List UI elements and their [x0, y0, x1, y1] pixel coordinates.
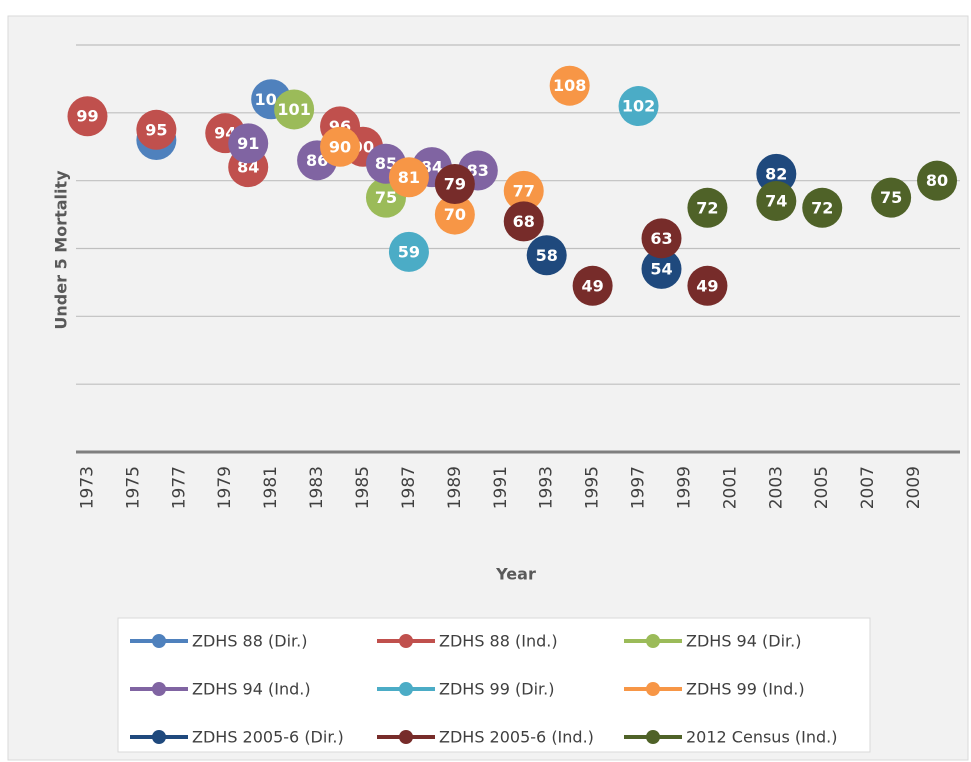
bubble: [434, 164, 475, 205]
x-tick-label: 2005: [812, 466, 832, 509]
data-label: 74: [765, 192, 787, 211]
data-label: 68: [513, 212, 535, 231]
legend-label: ZDHS 94 (Ind.): [192, 680, 311, 699]
legend-label: ZDHS 88 (Ind.): [439, 632, 558, 651]
x-tick-label: 1991: [491, 466, 511, 509]
data-label: 59: [398, 242, 420, 261]
x-tick-label: 1977: [169, 466, 189, 509]
legend-marker: [152, 730, 166, 744]
bubble: [67, 96, 108, 137]
legend-label: 2012 Census (Ind.): [686, 728, 837, 747]
data-label: 75: [375, 188, 397, 207]
bubble: [756, 181, 797, 222]
data-label: 63: [650, 229, 672, 248]
data-label: 72: [811, 198, 833, 217]
bubble: [687, 187, 728, 228]
legend-label: ZDHS 99 (Ind.): [686, 680, 805, 699]
data-label: 108: [553, 76, 586, 95]
bubble: [228, 123, 269, 164]
bubble: [802, 187, 843, 228]
data-label: 49: [696, 276, 718, 295]
bubble: [871, 177, 912, 218]
bubble: [434, 194, 475, 235]
data-label: 80: [926, 171, 948, 190]
legend-marker: [646, 682, 660, 696]
x-tick-label: 1975: [123, 466, 143, 509]
x-tick-label: 1983: [307, 466, 327, 509]
x-tick-label: 1993: [537, 466, 557, 509]
data-label: 91: [237, 134, 259, 153]
data-label: 58: [536, 246, 558, 265]
data-label: 79: [444, 175, 466, 194]
bubble: [503, 170, 544, 211]
bubble: [526, 235, 567, 276]
bubble: [687, 265, 728, 306]
data-label: 81: [398, 168, 420, 187]
data-label: 101: [277, 100, 310, 119]
x-tick-label: 1985: [353, 466, 373, 509]
legend-marker: [152, 634, 166, 648]
x-tick-label: 1989: [445, 466, 465, 509]
legend-label: ZDHS 99 (Dir.): [439, 680, 554, 699]
x-tick-label: 2001: [720, 466, 740, 509]
data-label: 77: [513, 181, 535, 200]
legend-box: [117, 617, 871, 753]
legend-marker: [399, 730, 413, 744]
x-tick-label: 2007: [858, 466, 878, 509]
bubble: [641, 218, 682, 259]
x-axis-title: Year: [495, 565, 536, 584]
x-tick-label: 1997: [629, 466, 649, 509]
x-tick-label: 2003: [766, 466, 786, 509]
x-tick-label: 1973: [77, 466, 97, 509]
legend-label: ZDHS 88 (Dir.): [192, 632, 307, 651]
bubble: [917, 160, 958, 201]
legend-marker: [646, 730, 660, 744]
data-label: 70: [444, 205, 466, 224]
bubble: [388, 157, 429, 198]
data-label: 75: [880, 188, 902, 207]
bubble: [618, 86, 659, 127]
data-label: 72: [696, 198, 718, 217]
bubble: [274, 89, 315, 130]
legend-marker: [399, 682, 413, 696]
data-label: 90: [329, 137, 351, 156]
data-label: 54: [650, 259, 672, 278]
data-label: 95: [145, 120, 167, 139]
x-tick-label: 1979: [215, 466, 235, 509]
legend-marker: [646, 634, 660, 648]
legend-marker: [399, 634, 413, 648]
bubble: [136, 109, 177, 150]
data-label: 102: [622, 97, 655, 116]
bubble: [503, 201, 544, 242]
bubble: [320, 126, 361, 167]
x-tick-label: 1987: [399, 466, 419, 509]
legend-label: ZDHS 2005-6 (Ind.): [439, 728, 594, 747]
data-label: 99: [76, 107, 98, 126]
legend-marker: [152, 682, 166, 696]
legend-label: ZDHS 2005-6 (Dir.): [192, 728, 344, 747]
data-label: 82: [765, 164, 787, 183]
bubble: [388, 231, 429, 272]
data-label: 49: [581, 276, 603, 295]
bubble: [549, 65, 590, 106]
x-tick-label: 1999: [674, 466, 694, 509]
x-tick-label: 1981: [261, 466, 281, 509]
legend-label: ZDHS 94 (Dir.): [686, 632, 801, 651]
x-tick-label: 1995: [583, 466, 603, 509]
bubble: [641, 248, 682, 289]
y-axis-title: Under 5 Mortality: [52, 170, 71, 330]
x-tick-label: 2009: [904, 466, 924, 509]
bubble: [572, 265, 613, 306]
